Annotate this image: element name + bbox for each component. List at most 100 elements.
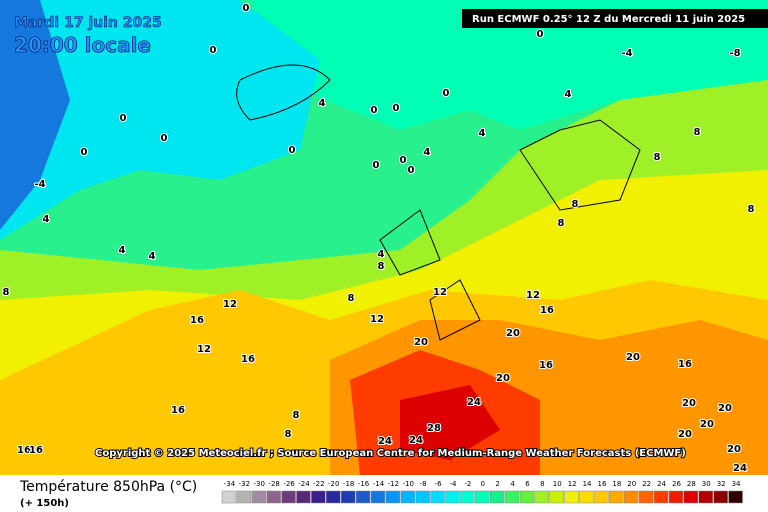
legend-label: -8 [420, 480, 427, 488]
legend-subtitle: (+ 150h) [20, 498, 69, 509]
contour-label: 20 [700, 419, 714, 430]
contour-label: 0 [537, 29, 544, 40]
legend-label: 12 [568, 480, 577, 488]
contour-label: -4 [34, 179, 45, 190]
legend-swatch [251, 490, 266, 504]
legend-label: -18 [343, 480, 354, 488]
legend-label: -34 [224, 480, 236, 488]
contour-label: 20 [727, 444, 741, 455]
legend-swatch [460, 490, 475, 504]
contour-label: 16 [540, 305, 554, 316]
contour-label: 4 [119, 245, 126, 256]
legend-swatch [504, 490, 520, 504]
contour-label: 16 [190, 315, 204, 326]
contour-label: 20 [496, 373, 510, 384]
legend-label: 14 [583, 480, 592, 488]
contour-label: 8 [293, 410, 300, 421]
contour-label: 0 [373, 160, 380, 171]
legend-label: -28 [268, 480, 279, 488]
legend-swatch [638, 490, 654, 504]
legend-label: 30 [702, 480, 711, 488]
contour-label: 28 [427, 423, 441, 434]
date: Mardi 17 juin 2025 [14, 15, 162, 31]
contour-label: 16 [29, 445, 43, 456]
legend-swatch [609, 490, 624, 504]
legend-label: -20 [328, 480, 339, 488]
legend-label: -16 [358, 480, 370, 488]
legend-swatch [698, 490, 713, 504]
legend-swatch [445, 490, 460, 504]
legend-swatch [415, 490, 430, 504]
legend-label: 26 [672, 480, 681, 488]
zone-colder [0, 0, 70, 230]
contour-label: 20 [678, 429, 692, 440]
contour-label: 0 [408, 165, 415, 176]
contour-label: 8 [572, 199, 579, 210]
legend-label: -2 [464, 480, 471, 488]
contour-label: 24 [733, 463, 747, 474]
contour-label: 0 [243, 3, 250, 14]
legend-label: 4 [510, 480, 515, 488]
legend-swatch [281, 490, 296, 504]
contour-label: 12 [223, 299, 237, 310]
contour-label: 16 [539, 360, 553, 371]
legend-swatch [266, 490, 281, 504]
legend-swatch [534, 490, 550, 504]
legend-label: -12 [388, 480, 399, 488]
contour-label: 4 [378, 249, 385, 260]
legend-swatch [549, 490, 564, 504]
contour-label: 4 [319, 98, 326, 109]
legend-swatch [221, 490, 237, 504]
contour-label: 12 [526, 290, 540, 301]
legend-label: 34 [732, 480, 741, 488]
contour-label: 20 [626, 352, 640, 363]
legend-swatch [713, 490, 728, 504]
contour-label: 0 [289, 145, 296, 156]
contour-label: -8 [729, 48, 740, 59]
contour-label: 8 [285, 429, 292, 440]
contour-label: 4 [565, 89, 572, 100]
legend-swatch [296, 490, 311, 504]
legend-label: 10 [553, 480, 562, 488]
legend-label: -30 [254, 480, 265, 488]
contour-label: 16 [678, 359, 692, 370]
legend-swatch [668, 490, 684, 504]
contour-label: 16 [241, 354, 255, 365]
legend-label: 16 [597, 480, 606, 488]
legend-label: 18 [612, 480, 621, 488]
contour-label: 12 [433, 287, 447, 298]
contour-label: 0 [400, 155, 407, 166]
contour-label: 16 [171, 405, 185, 416]
contour-label: 16 [17, 445, 31, 456]
contour-label: 0 [443, 88, 450, 99]
contour-label: -4 [621, 48, 632, 59]
contour-label: 8 [348, 293, 355, 304]
legend-label: 2 [495, 480, 499, 488]
legend-label: -26 [283, 480, 295, 488]
contour-label: 20 [718, 403, 732, 414]
legend-swatch [385, 490, 401, 504]
legend-swatch [400, 490, 415, 504]
legend-label: 32 [717, 480, 726, 488]
legend-swatch [326, 490, 341, 504]
contour-label: 0 [161, 133, 168, 144]
contour-label: 24 [409, 435, 423, 446]
contour-label: 0 [393, 103, 400, 114]
legend-label: -24 [298, 480, 310, 488]
legend-swatch [624, 490, 639, 504]
contour-label: 4 [424, 147, 431, 158]
legend-swatch [355, 490, 371, 504]
legend-swatch [236, 490, 252, 504]
legend-swatch [475, 490, 490, 504]
contour-label: 0 [81, 147, 88, 158]
contour-label: 8 [3, 287, 10, 298]
zone-cold [0, 0, 320, 240]
contour-label: 8 [694, 127, 701, 138]
legend-swatch [683, 490, 699, 504]
legend-label: 6 [525, 480, 530, 488]
legend-swatch [311, 490, 326, 504]
legend-label: -4 [449, 480, 457, 488]
legend-label: -14 [373, 480, 385, 488]
legend-label: 22 [642, 480, 651, 488]
contour-label: 0 [120, 113, 127, 124]
